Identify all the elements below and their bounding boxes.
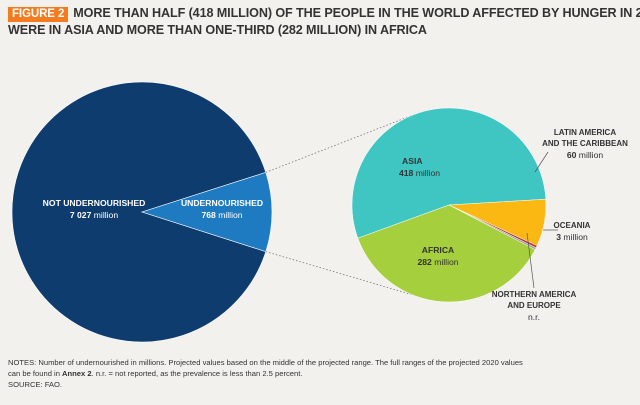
pie-slice-africa [357, 204, 536, 303]
pie-slice-undernourished [141, 172, 273, 252]
undernourished-regions-pie [351, 107, 547, 303]
notes-source: SOURCE: FAO. [8, 380, 63, 389]
slice-label-latin-america-line1: LATIN AMERICA [554, 128, 616, 137]
slice-value-northern-america: n.r. [528, 312, 540, 322]
unit-oceania: million [563, 232, 588, 242]
slice-label-africa: AFRICA [422, 245, 454, 255]
slice-value-latin-america: 60 million [567, 150, 604, 160]
value-oceania: 3 [556, 232, 561, 242]
connector-bottom [265, 251, 413, 296]
figure-header: FIGURE 2 MORE THAN HALF (418 MILLION) OF … [8, 5, 640, 39]
annex-reference: Annex 2 [62, 369, 92, 378]
slice-value-asia: 418 million [399, 168, 440, 178]
figure-label: FIGURE 2 [8, 7, 69, 22]
pie-slice-not-undernourished [11, 81, 267, 343]
slice-value-undernourished: 768 million [201, 210, 242, 220]
value-latin-america: 60 [567, 150, 577, 160]
figure-notes: NOTES: Number of undernourished in milli… [8, 357, 634, 390]
value-africa: 282 [417, 257, 432, 267]
slice-label-northern-america-line2: AND EUROPE [507, 301, 561, 310]
slice-value-africa: 282 million [417, 257, 458, 267]
pie-labels: NOT UNDERNOURISHED 7 027 million UNDERNO… [43, 128, 628, 322]
notes-line-2-end: . n.r. = not reported, as the prevalence… [91, 369, 303, 378]
slice-label-asia: ASIA [402, 156, 423, 166]
leader-northern-america [526, 232, 535, 289]
value-undernourished: 768 [201, 210, 216, 220]
slice-label-northern-america-line1: NORTHERN AMERICA [492, 290, 577, 299]
notes-line-2-start: can be found in [8, 369, 63, 378]
world-population-pie [11, 81, 273, 343]
pie-slice-asia [351, 107, 547, 239]
value-not-undernourished: 7 027 [70, 210, 92, 220]
slice-value-oceania: 3 million [556, 232, 588, 242]
slice-label-latin-america-line2: AND THE CARIBBEAN [542, 139, 628, 148]
title-line-2: WERE IN ASIA AND MORE THAN ONE-THIRD (28… [8, 23, 427, 37]
unit-undernourished: million [218, 210, 243, 220]
value-asia: 418 [399, 168, 414, 178]
label-leader-lines [526, 151, 558, 289]
zoom-connectors [265, 114, 413, 296]
unit-not-undernourished: million [94, 210, 119, 220]
unit-africa: million [434, 257, 459, 267]
slice-value-not-undernourished: 7 027 million [70, 210, 118, 220]
slice-label-not-undernourished: NOT UNDERNOURISHED [43, 198, 146, 208]
leader-latin-america [534, 151, 549, 173]
notes-line-2: can be found in Annex 2. n.r. = not repo… [8, 368, 634, 379]
title-line-1: FIGURE 2 MORE THAN HALF (418 MILLION) OF … [8, 5, 640, 22]
unit-latin-america: million [579, 150, 604, 160]
unit-asia: million [416, 168, 441, 178]
slice-label-oceania: OCEANIA [554, 221, 591, 230]
notes-line-1: NOTES: Number of undernourished in milli… [8, 358, 523, 367]
slice-label-undernourished: UNDERNOURISHED [181, 198, 263, 208]
title-text-1: MORE THAN HALF (418 MILLION) OF THE PEOP… [73, 6, 640, 20]
